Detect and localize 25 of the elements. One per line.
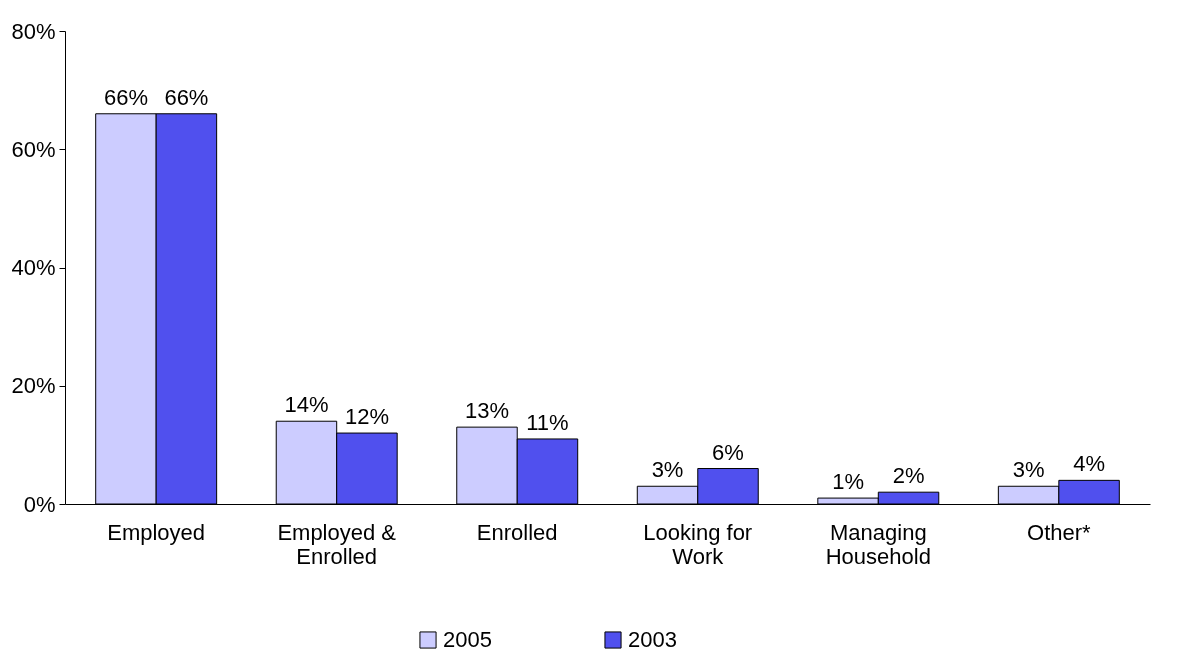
y-tick-label: 0% [23,491,56,517]
data-label: 66% [103,84,148,110]
x-tick-label: Enrolled [476,519,558,545]
x-tick-label: Employed & Enrolled [277,519,397,569]
data-label: 14% [284,392,329,418]
x-tick-label: Other* [1027,519,1092,545]
data-label: 3% [651,457,684,483]
data-label: 12% [344,404,389,430]
data-label: 4% [1073,451,1105,477]
data-label: 6% [712,439,744,465]
y-tick-label: 60% [11,136,56,162]
y-tick-label: 20% [11,373,56,399]
legend-label: 2003 [628,627,677,651]
data-label: 11% [526,409,569,435]
x-tick-label: Looking for Work [643,519,753,569]
data-label: 13% [464,398,510,424]
data-label: 1% [832,469,864,495]
x-tick-label: Employed [107,519,206,545]
data-label: 3% [1012,457,1045,483]
x-tick-label: Managing Household [825,519,931,569]
y-tick-label: 80% [11,18,56,44]
legend-label: 2005 [443,627,492,651]
y-tick-label: 40% [11,255,56,280]
data-label: 2% [892,463,925,489]
data-label: 66% [164,84,209,110]
